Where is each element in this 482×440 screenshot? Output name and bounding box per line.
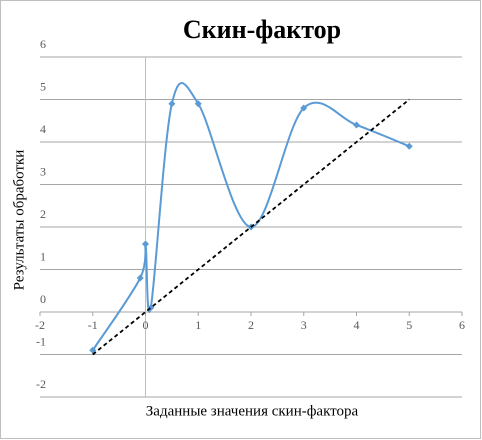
y-tick-label: 6 — [40, 37, 46, 51]
x-tick-label: 1 — [195, 318, 201, 332]
y-tick-label: 5 — [40, 79, 46, 93]
point-marker — [300, 104, 308, 112]
x-axis-title: Заданные значения скин-фактора — [146, 403, 359, 419]
x-tick-label: 3 — [301, 318, 307, 332]
y-tick-label: 1 — [40, 249, 46, 263]
x-tick-label: 0 — [143, 318, 149, 332]
point-marker — [168, 100, 176, 108]
x-tick-label: 5 — [406, 318, 412, 332]
chart-title: Скин-фактор — [183, 15, 341, 44]
point-marker — [142, 240, 149, 248]
y-tick-label: -1 — [36, 334, 46, 348]
y-tick-label: 4 — [40, 122, 46, 136]
y-tick-label: -2 — [36, 377, 46, 391]
y-tick-label: 2 — [40, 207, 46, 221]
point-marker — [194, 100, 202, 108]
x-tick-label: -1 — [88, 318, 98, 332]
point-marker — [353, 121, 360, 129]
y-tick-label: 0 — [40, 292, 46, 306]
y-tick-label: 3 — [40, 164, 46, 178]
x-tick-label: 6 — [459, 318, 465, 332]
point-marker — [405, 142, 413, 150]
series-line — [92, 98, 410, 356]
x-tick-label: -2 — [35, 318, 45, 332]
x-tick-label: 4 — [354, 318, 360, 332]
y-axis-title: Результаты обработки — [11, 150, 27, 291]
x-tick-label: 2 — [248, 318, 254, 332]
point-marker — [136, 274, 144, 282]
